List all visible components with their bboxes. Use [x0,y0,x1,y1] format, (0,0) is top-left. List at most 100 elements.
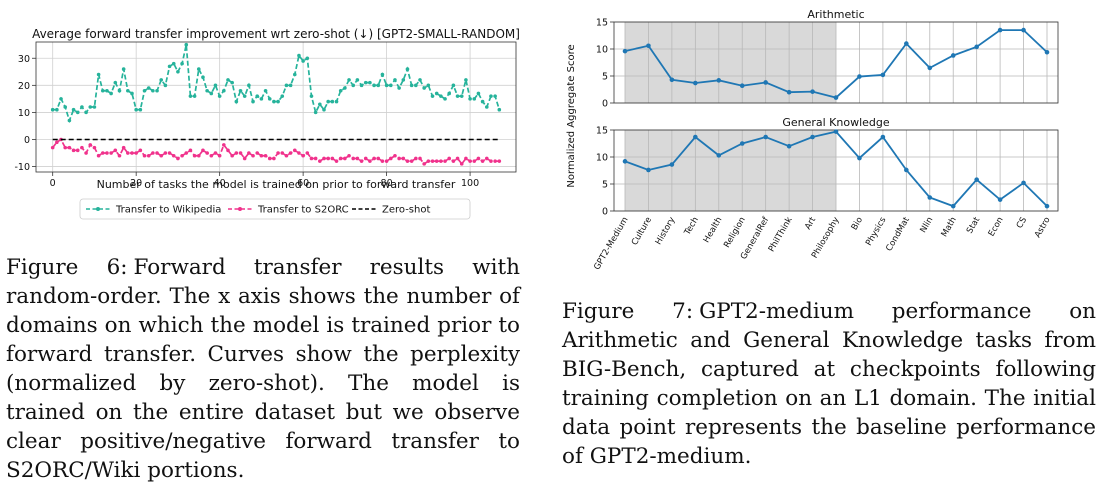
data-point [950,203,956,209]
data-point [376,83,381,88]
data-point [297,53,301,58]
data-point [409,83,414,88]
data-point [397,86,401,90]
data-point [455,94,460,98]
figure-7-caption-label: Figure 7: [562,299,694,324]
data-point [88,105,93,109]
data-point [447,156,452,161]
data-point [71,107,76,112]
data-point [434,91,439,96]
data-point [176,69,180,74]
data-point [242,156,247,161]
data-point [363,80,368,85]
data-point [192,153,197,158]
data-point [259,153,264,158]
data-point [284,153,289,158]
data-point [880,72,886,78]
data-point [476,91,481,96]
data-point [363,156,368,161]
data-point [142,88,147,93]
x-tick-label: CS [1015,216,1029,231]
data-point [426,159,431,163]
y-tick-label: 15 [596,126,608,137]
y-tick-label: 10 [596,45,608,56]
data-point [226,78,230,82]
data-point [451,159,456,163]
data-point [459,94,464,98]
legend-label: Transfer to Wikipedia [115,205,221,216]
data-point [388,83,393,88]
data-point [493,159,497,163]
data-point [146,86,151,90]
data-point [138,107,143,112]
data-point [414,156,418,161]
x-tick-label: Culture [630,216,654,248]
data-point [372,156,376,161]
x-tick-label: 0 [50,178,56,189]
data-point [134,151,138,155]
x-tick-label: Tech [682,216,701,238]
data-point [63,105,68,109]
y-tick-label: 5 [602,72,608,83]
data-point [113,80,118,85]
data-point [322,156,326,161]
data-point [80,105,84,109]
x-tick-label: Physics [864,215,889,248]
data-point [833,95,839,100]
x-tick-label: Nlin [918,216,935,235]
data-point [997,27,1003,33]
data-point [716,78,722,83]
data-point [105,151,109,155]
data-point [67,145,72,150]
data-point [276,151,280,155]
data-point [464,156,468,161]
data-point [355,78,360,82]
data-point [196,67,201,71]
data-point [409,159,414,163]
data-point [347,78,351,82]
data-point [238,88,243,93]
data-point [255,94,260,98]
data-point [422,162,426,166]
data-point [355,156,360,161]
x-tick-label: Religion [722,216,748,250]
data-point [272,156,276,161]
data-point [430,159,435,163]
data-point [401,78,406,82]
data-point [130,91,134,96]
legend-item: Transfer to Wikipedia [86,205,221,216]
data-point [338,88,343,93]
data-point [451,83,456,88]
data-point [184,151,189,155]
data-point [92,145,97,150]
data-point [347,153,351,158]
data-point [226,148,230,153]
data-point [480,159,485,163]
data-point [974,44,979,50]
forward-transfer-chart: Average forward transfer improvement wrt… [14,27,520,220]
data-point [263,88,268,93]
data-point [151,88,155,93]
data-point [272,99,276,104]
data-point [418,78,422,82]
figure-6-caption: Figure 6: Forward transfer results with r… [6,253,520,485]
data-point [380,72,385,77]
data-point [1044,49,1050,55]
y-tick-label: 30 [18,54,30,65]
data-point [201,75,205,80]
data-point [259,97,264,101]
data-point [176,156,180,161]
data-point [50,107,55,112]
data-point [301,59,305,63]
data-point [359,159,364,163]
data-point [155,88,159,93]
data-point [326,156,330,161]
data-point [313,110,318,115]
data-point [292,148,297,153]
data-point [786,143,792,149]
panel-title: Arithmetic [807,8,864,21]
x-tick-label: Art [803,215,818,232]
series-line [52,44,501,124]
data-point [343,156,347,161]
data-point [146,153,151,158]
